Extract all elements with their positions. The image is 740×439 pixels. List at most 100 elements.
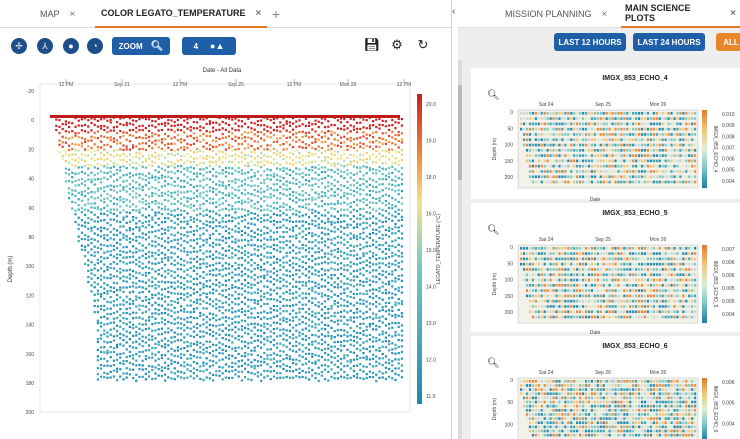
tab-mission-close-icon[interactable]: × (601, 8, 608, 20)
echo-data-cell (546, 122, 549, 126)
main-data-point (218, 341, 221, 344)
last-12-hours-button[interactable]: LAST 12 HOURS (554, 33, 626, 51)
main-data-point (394, 313, 397, 316)
main-data-point (247, 268, 250, 271)
main-data-point (288, 275, 291, 278)
main-data-point (84, 238, 87, 241)
gear-icon[interactable]: ⚙ (391, 37, 403, 52)
main-data-point (327, 288, 330, 291)
tab-map-close-icon[interactable]: × (69, 8, 76, 20)
tab-main-science-plots[interactable]: MAIN SCIENCE PLOTS × (621, 0, 740, 28)
main-scatter-plot[interactable]: Date - All Data 12 PM Sep 21 12 PM Sep 26 12… (0, 59, 451, 439)
main-data-point (327, 276, 330, 279)
main-data-point (282, 247, 285, 250)
main-data-point (176, 184, 179, 187)
main-data-point (237, 119, 240, 122)
right-panel-scrollbar-thumb[interactable] (458, 85, 462, 180)
side-plot-4[interactable]: IMGX_853_ECHO_4🔍︎Sat 24 Sep 25 Mon 2605010… (487, 75, 735, 189)
main-data-point (125, 173, 128, 176)
echo-data-cell (549, 133, 552, 136)
main-data-point (144, 127, 147, 130)
main-data-point (100, 278, 103, 281)
main-data-point (308, 232, 311, 235)
chat-icon[interactable]: ● (63, 38, 79, 54)
shapes-count-button[interactable]: 4 ●▲ (182, 37, 236, 55)
fan-icon[interactable]: ⅄ (37, 38, 53, 54)
main-data-point (314, 147, 317, 151)
main-data-point (205, 183, 208, 187)
tab-map[interactable]: MAP × (40, 0, 75, 28)
main-data-point (375, 232, 378, 236)
main-data-point (199, 365, 202, 368)
main-data-point (349, 316, 352, 319)
tab-mission-planning[interactable]: MISSION PLANNING × (505, 0, 607, 28)
main-data-point (96, 305, 99, 308)
tab-color-legato-temperature[interactable]: COLOR LEGATO_TEMPERATURE × (95, 0, 268, 28)
main-data-point (148, 250, 151, 254)
echo-data-cell (593, 154, 596, 157)
main-data-point (103, 257, 106, 260)
all-button[interactable]: ALL (716, 33, 740, 51)
main-data-point (180, 146, 183, 149)
echo-data-cell (528, 133, 532, 136)
main-data-point (292, 278, 295, 281)
echo-data-cell (543, 122, 546, 126)
main-data-point (160, 374, 163, 378)
main-data-point (327, 246, 330, 249)
main-data-point (112, 212, 115, 216)
main-data-point (144, 274, 147, 277)
echo-data-cell (608, 180, 611, 184)
zoom-magnifier-icon[interactable]: 🔍︎ (487, 89, 500, 101)
main-data-point (138, 118, 141, 121)
main-data-point (250, 253, 253, 256)
tab-science-close-icon[interactable]: × (730, 7, 736, 19)
main-data-point (391, 255, 394, 258)
echo-data-cell (558, 127, 561, 131)
panel-divider[interactable] (451, 0, 452, 439)
main-data-point (368, 177, 371, 180)
last24-label: LAST 24 HOURS (637, 37, 701, 47)
tab-legato-close-icon[interactable]: × (255, 7, 262, 19)
main-data-point (304, 183, 307, 186)
main-data-point (324, 233, 327, 236)
echo-data-cell (587, 180, 591, 184)
main-data-point (269, 126, 272, 129)
main-data-point (180, 268, 183, 271)
echo-data-cell (573, 143, 576, 147)
main-data-point (151, 186, 154, 189)
main-data-point (183, 185, 186, 188)
main-data-point (269, 378, 272, 381)
zoom-button[interactable]: ZOOM 🔍︎ (112, 37, 170, 55)
echo-data-cell (564, 154, 567, 157)
wind-icon[interactable]: ✢ (11, 38, 27, 54)
main-data-point (173, 292, 176, 295)
main-data-point (224, 220, 227, 223)
main-data-point (301, 205, 304, 208)
right-panel-scrollbar[interactable] (458, 60, 462, 439)
main-data-point (304, 338, 307, 342)
main-data-point (388, 166, 391, 170)
echo-data-cell (602, 112, 605, 115)
save-icon[interactable]: 💾︎ (363, 37, 381, 52)
main-data-point (167, 313, 170, 316)
main-data-point (391, 263, 394, 266)
divider-arrow-left-icon[interactable]: ‹ (452, 6, 456, 17)
main-data-point (84, 130, 87, 133)
main-data-point (336, 301, 339, 304)
main-data-point (276, 342, 279, 345)
echo-data-cell (596, 127, 599, 131)
main-data-point (266, 279, 269, 282)
refresh-icon[interactable]: ↻ (417, 37, 429, 52)
main-data-point (340, 241, 343, 244)
main-y-label: Depth (m) (8, 256, 14, 283)
last-24-hours-button[interactable]: LAST 24 HOURS (633, 33, 705, 51)
gauge-icon[interactable]: ◔ (87, 38, 103, 54)
add-tab-button[interactable]: + (272, 0, 280, 28)
main-data-point (176, 242, 179, 245)
main-data-point (224, 170, 227, 174)
main-data-point (324, 149, 327, 153)
main-data-point (375, 191, 378, 194)
main-data-point (151, 323, 154, 326)
echo-data-cell (561, 175, 564, 179)
main-data-point (100, 247, 103, 250)
